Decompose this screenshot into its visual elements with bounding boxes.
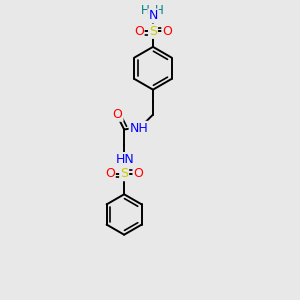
Text: S: S bbox=[149, 25, 157, 38]
Text: O: O bbox=[134, 167, 143, 180]
Text: S: S bbox=[120, 167, 128, 180]
Text: O: O bbox=[134, 25, 144, 38]
Text: O: O bbox=[162, 25, 172, 38]
Text: HN: HN bbox=[116, 153, 135, 166]
Text: H: H bbox=[141, 4, 150, 17]
Text: H: H bbox=[155, 4, 164, 17]
Text: NH: NH bbox=[130, 122, 148, 135]
Text: N: N bbox=[148, 10, 158, 22]
Text: O: O bbox=[105, 167, 115, 180]
Text: NH: NH bbox=[144, 8, 162, 21]
Text: O: O bbox=[113, 108, 122, 121]
